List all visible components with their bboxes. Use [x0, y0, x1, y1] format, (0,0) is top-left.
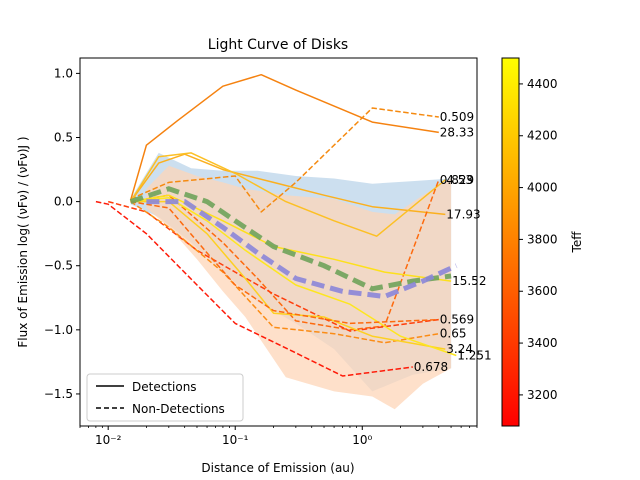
- y-tick-label: 0.0: [54, 195, 73, 209]
- series-end-label: 3.24: [446, 342, 473, 356]
- colorbar-tick-label: 4200: [527, 129, 558, 143]
- colorbar-ticks: 3200 3400 3600 3800 4000 4200 4400: [519, 77, 558, 402]
- colorbar-label: Teff: [570, 231, 584, 254]
- series-end-label: 0.678: [414, 360, 448, 374]
- detection-line: [129, 153, 446, 216]
- colorbar-tick-label: 3600: [527, 284, 558, 298]
- series-end-label: 4.53: [446, 173, 473, 187]
- series-end-label: 15.52: [452, 274, 486, 288]
- series-end-label: 17.93: [446, 207, 480, 221]
- non-detection-line: [95, 200, 413, 377]
- non-detection-line: [108, 200, 439, 332]
- series-end-label: 0.509: [440, 110, 474, 124]
- average-lines: [129, 186, 458, 300]
- detection-line: [129, 152, 446, 237]
- colorbar-tick-label: 4400: [527, 77, 558, 91]
- legend-non-detections-label: Non-Detections: [132, 402, 225, 416]
- series-end-label: 0.569: [440, 313, 474, 327]
- colorbar-tick-label: 3200: [527, 388, 558, 402]
- colorbar-gradient: [501, 57, 520, 427]
- x-tick-label: 10⁰: [352, 433, 372, 447]
- colorbar-tick-label: 4000: [527, 181, 558, 195]
- x-axis-label: Distance of Emission (au): [201, 461, 354, 475]
- y-tick-label: 1.0: [54, 66, 73, 80]
- y-axis-ticks: 1.0 0.5 0.0 −0.5 −1.0 −1.5: [44, 66, 80, 401]
- y-tick-label: −1.0: [44, 323, 73, 337]
- colorbar-tick-label: 3800: [527, 232, 558, 246]
- chart-title: Light Curve of Disks: [208, 37, 348, 53]
- series-end-labels: 28.330.509 17.93 4.530.829 15.52 0.5690.653.…: [414, 110, 492, 374]
- detection-line: [129, 73, 439, 201]
- y-tick-label: −1.5: [44, 387, 73, 401]
- y-axis-label: Flux of Emission log( (νFν) / (νFν)J ): [16, 136, 30, 347]
- detection-line: [130, 200, 446, 350]
- series-end-label: 1.251: [457, 349, 491, 363]
- x-tick-label: 10⁻²: [95, 433, 122, 447]
- non-detection-line: [130, 200, 439, 325]
- plot-frame: [79, 57, 478, 427]
- legend-box: [86, 373, 244, 422]
- legend: Detections Non-Detections: [86, 373, 244, 422]
- non-detection-line: [130, 107, 439, 213]
- average-line: [146, 199, 458, 300]
- series-end-label: 0.65: [440, 327, 467, 341]
- y-tick-label: −0.5: [44, 259, 73, 273]
- series-end-label: 28.33: [440, 125, 474, 139]
- x-tick-label: 10⁻¹: [222, 433, 249, 447]
- colorbar-tick-label: 3400: [527, 336, 558, 350]
- series-end-label: 0.829: [440, 173, 474, 187]
- average-line: [129, 186, 452, 292]
- x-axis-ticks: 10⁻² 10⁻¹ 10⁰: [79, 426, 478, 447]
- legend-detections-label: Detections: [132, 380, 197, 394]
- colorbar: 3200 3400 3600 3800 4000 4200 4400 Teff: [501, 57, 584, 427]
- y-tick-label: 0.5: [54, 130, 73, 144]
